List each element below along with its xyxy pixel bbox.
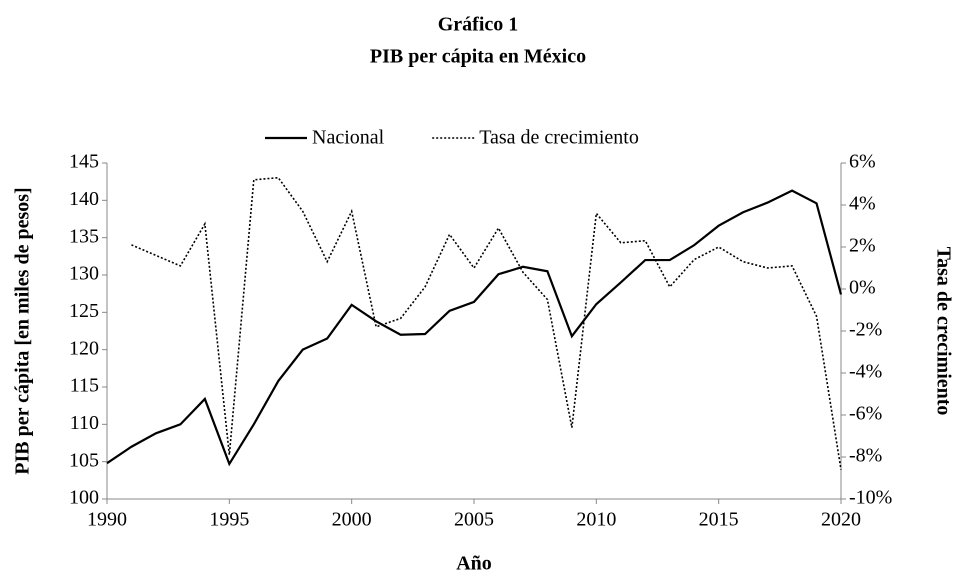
x-tick-label: 1990 [87, 509, 127, 531]
y2-tick-label: 2% [849, 235, 876, 257]
x-axis-label: Año [456, 553, 492, 575]
y-tick-label: 110 [70, 412, 99, 434]
y-tick-label: 100 [69, 487, 99, 509]
x-tick-label: 2020 [821, 509, 861, 531]
y2-tick-label: -10% [849, 487, 892, 509]
y-tick-label: 140 [69, 188, 99, 210]
y2-tick-label: -4% [849, 361, 882, 383]
x-tick-label: 1995 [209, 509, 249, 531]
y-axis-label: PIB per cápita [en miles de pesos] [12, 187, 34, 474]
x-tick-label: 2010 [576, 509, 616, 531]
legend-label: Nacional [312, 127, 385, 149]
y-tick-label: 130 [69, 263, 99, 285]
y-tick-label: 105 [69, 449, 99, 471]
x-tick-label: 2000 [332, 509, 372, 531]
legend-label: Tasa de crecimiento [479, 127, 639, 149]
series-line [106, 189, 843, 467]
y-tick-label: 135 [69, 225, 99, 247]
y2-tick-label: -8% [849, 445, 882, 467]
y2-axis-label: Tasa de crecimiento [932, 247, 954, 416]
y-tick-label: 145 [69, 151, 99, 173]
y2-tick-label: 0% [849, 277, 876, 299]
y2-tick-label: -6% [849, 403, 882, 425]
y2-tick-label: 6% [849, 151, 876, 173]
chart-subtitle: PIB per cápita en México [370, 46, 586, 68]
series-line [131, 176, 842, 470]
y2-tick-label: -2% [849, 319, 882, 341]
x-tick-label: 2005 [454, 509, 494, 531]
y-tick-label: 115 [70, 375, 99, 397]
chart-title: Gráfico 1 [438, 14, 519, 36]
x-tick-label: 2015 [699, 509, 739, 531]
y2-tick-label: 4% [849, 193, 876, 215]
y-tick-label: 125 [69, 300, 99, 322]
y-tick-label: 120 [69, 337, 99, 359]
